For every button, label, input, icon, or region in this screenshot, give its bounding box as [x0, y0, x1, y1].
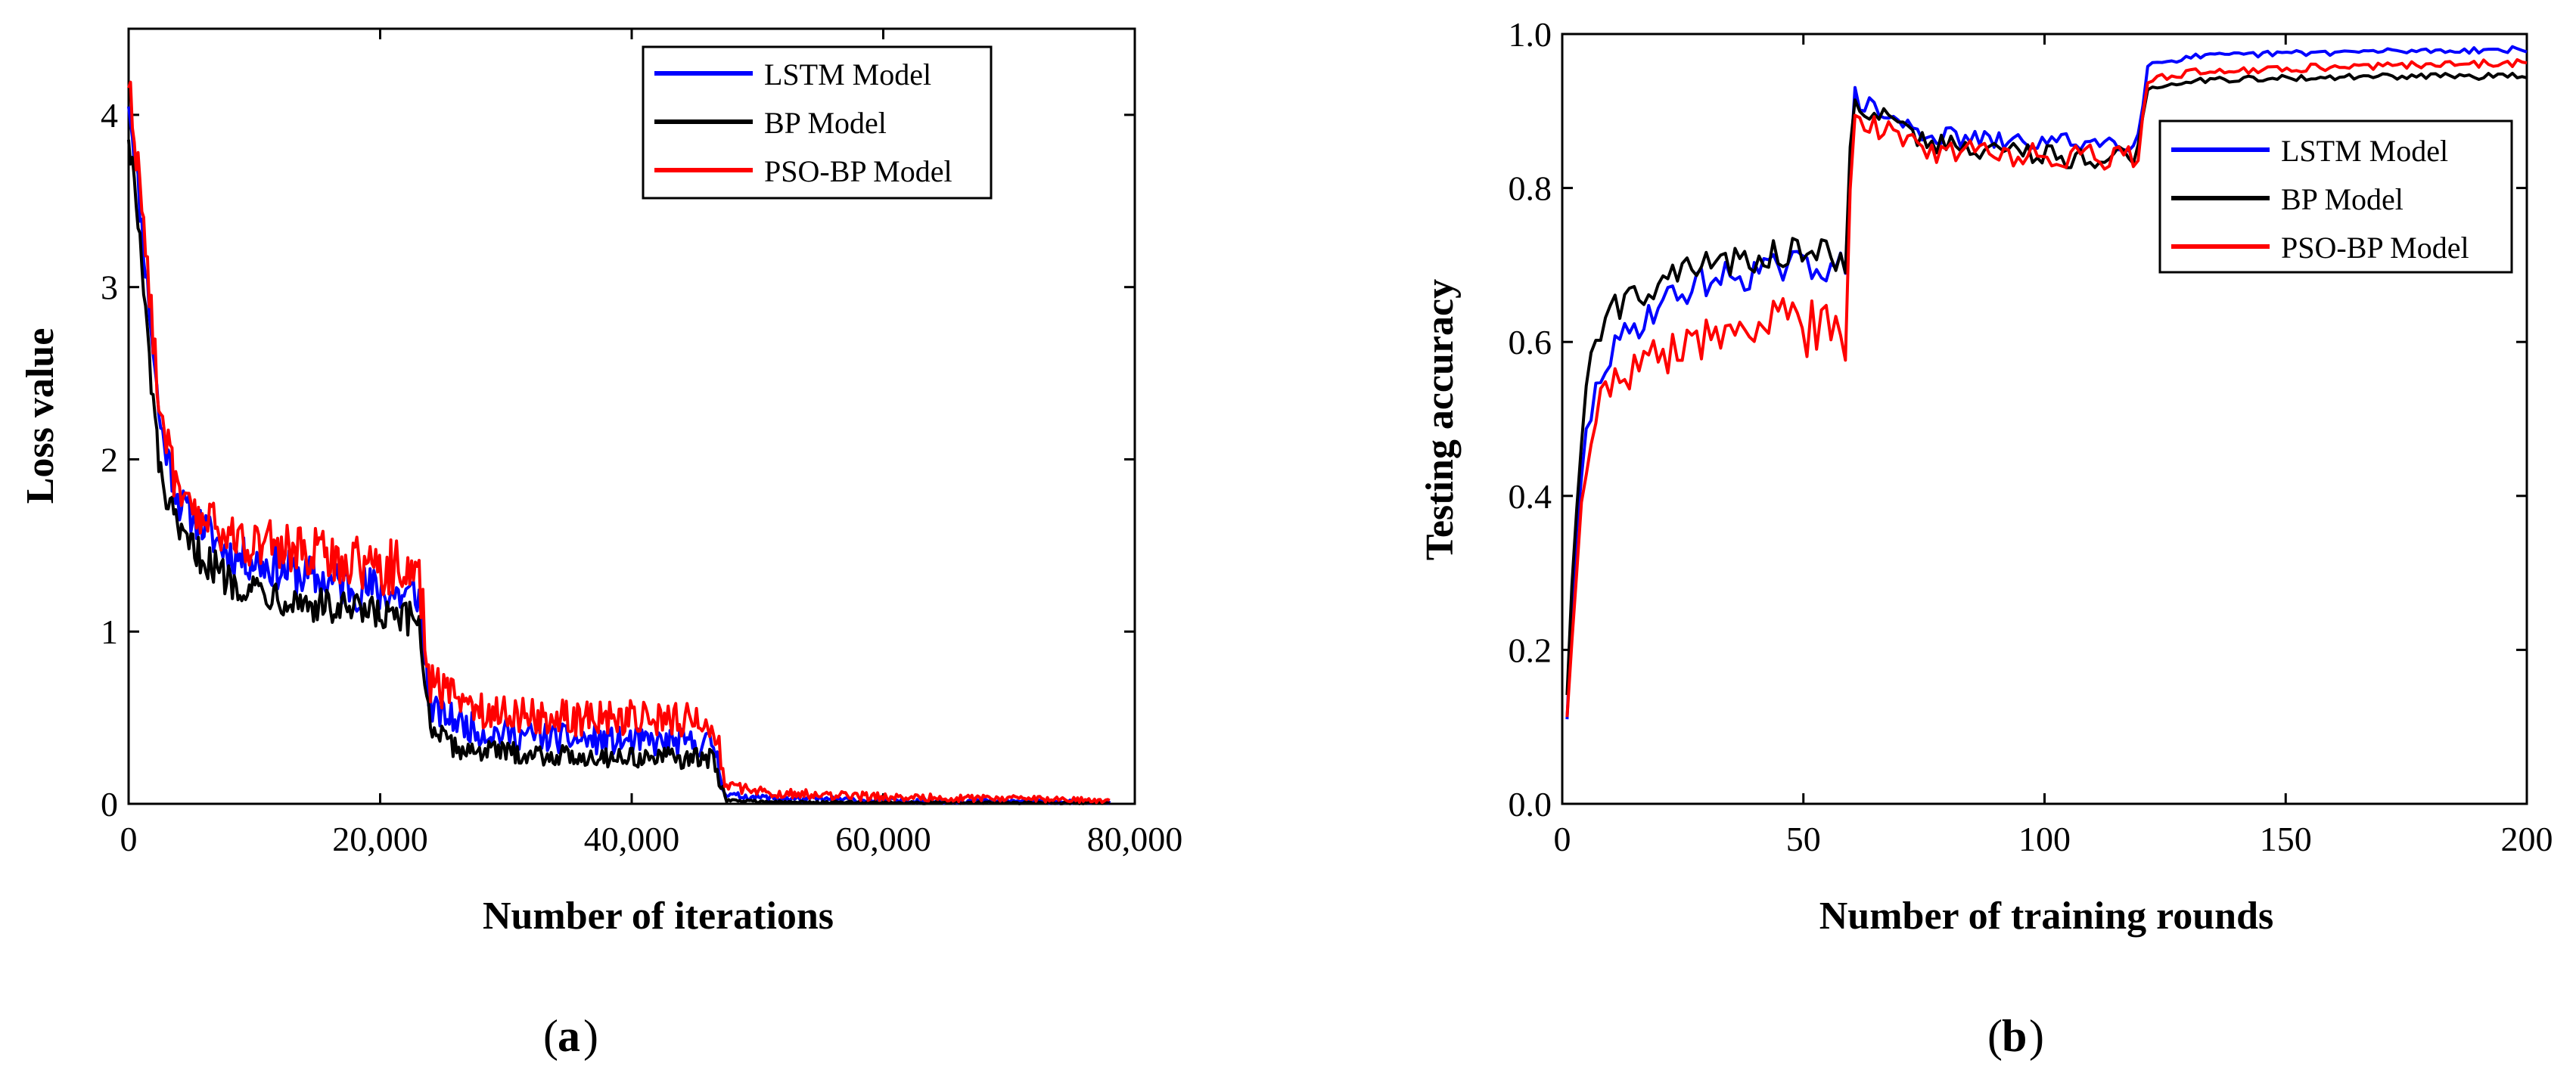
panel-b-caption-open: ( — [1987, 1011, 2003, 1061]
x-tick-label: 0 — [1554, 820, 1571, 858]
panel-a-ticks: 0 20,000 40,000 60,000 80,000 0 1 2 3 4 — [101, 29, 1182, 858]
panel-a-x-axis-title: Number of iterations — [483, 895, 834, 938]
series-line-bp-model — [1565, 71, 2528, 696]
x-tick-label: 20,000 — [332, 820, 428, 858]
panel-a-caption: ( a ) — [543, 1011, 598, 1061]
series-line-pso-bp-model — [127, 80, 1111, 805]
y-tick-label: 0.8 — [1509, 169, 1552, 208]
panel-a-caption-close: ) — [583, 1011, 598, 1061]
series-line-lstm-model — [127, 106, 1111, 805]
panel-b-caption: ( b ) — [1987, 1011, 2044, 1061]
x-tick-label: 100 — [2018, 820, 2071, 858]
y-tick-label: 3 — [101, 268, 118, 307]
panel-b-y-axis-title: Testing accuracy — [1419, 279, 1462, 560]
x-tick-label: 60,000 — [835, 820, 931, 858]
panel-b-legend: LSTM Model BP Model PSO-BP Model — [2158, 119, 2513, 274]
panel-a-series — [127, 80, 1111, 805]
x-tick-label: 50 — [1786, 820, 1821, 858]
panel-b-ticks: 0 50 100 150 200 0.0 0.2 0.4 0.6 0.8 1.0 — [1509, 15, 2553, 858]
y-tick-label: 0 — [101, 785, 118, 823]
legend-label-lstm: LSTM Model — [2281, 134, 2448, 168]
y-tick-label: 0.0 — [1509, 785, 1552, 823]
y-tick-label: 2 — [101, 440, 118, 479]
legend-label-lstm: LSTM Model — [764, 57, 931, 91]
panel-b-accuracy-chart: 0 50 100 150 200 0.0 0.2 0.4 0.6 0.8 1.0 LSTM Mode… — [1419, 15, 2553, 1061]
panel-b-caption-close: ) — [2029, 1011, 2044, 1061]
y-tick-label: 4 — [101, 96, 118, 135]
x-tick-label: 80,000 — [1087, 820, 1183, 858]
legend-label-psobp: PSO-BP Model — [764, 154, 952, 188]
y-tick-label: 1 — [101, 613, 118, 651]
x-tick-label: 150 — [2260, 820, 2312, 858]
series-line-bp-model — [127, 139, 1111, 805]
y-tick-label: 0.2 — [1509, 631, 1552, 669]
panel-a-loss-chart: 0 20,000 40,000 60,000 80,000 0 1 2 3 4 LSTM Mode… — [19, 27, 1182, 1061]
panel-a-caption-letter: a — [558, 1011, 580, 1061]
legend-label-bp: BP Model — [764, 106, 887, 140]
panel-b-x-axis-title: Number of training rounds — [1819, 895, 2274, 938]
panel-a-legend: LSTM Model BP Model PSO-BP Model — [642, 45, 993, 200]
panel-a-caption-open: ( — [543, 1011, 558, 1061]
x-tick-label: 200 — [2501, 820, 2553, 858]
legend-label-bp: BP Model — [2281, 182, 2404, 216]
y-tick-label: 0.6 — [1509, 323, 1552, 361]
series-line-pso-bp-model — [1565, 57, 2528, 718]
y-tick-label: 0.4 — [1509, 477, 1552, 516]
legend-label-psobp: PSO-BP Model — [2281, 231, 2469, 265]
panel-b-series — [1565, 45, 2528, 720]
x-tick-label: 40,000 — [584, 820, 680, 858]
y-tick-label: 1.0 — [1509, 15, 1552, 54]
panel-a-y-axis-title: Loss value — [19, 328, 62, 504]
panel-b-caption-letter: b — [2002, 1011, 2027, 1061]
x-tick-label: 0 — [120, 820, 138, 858]
